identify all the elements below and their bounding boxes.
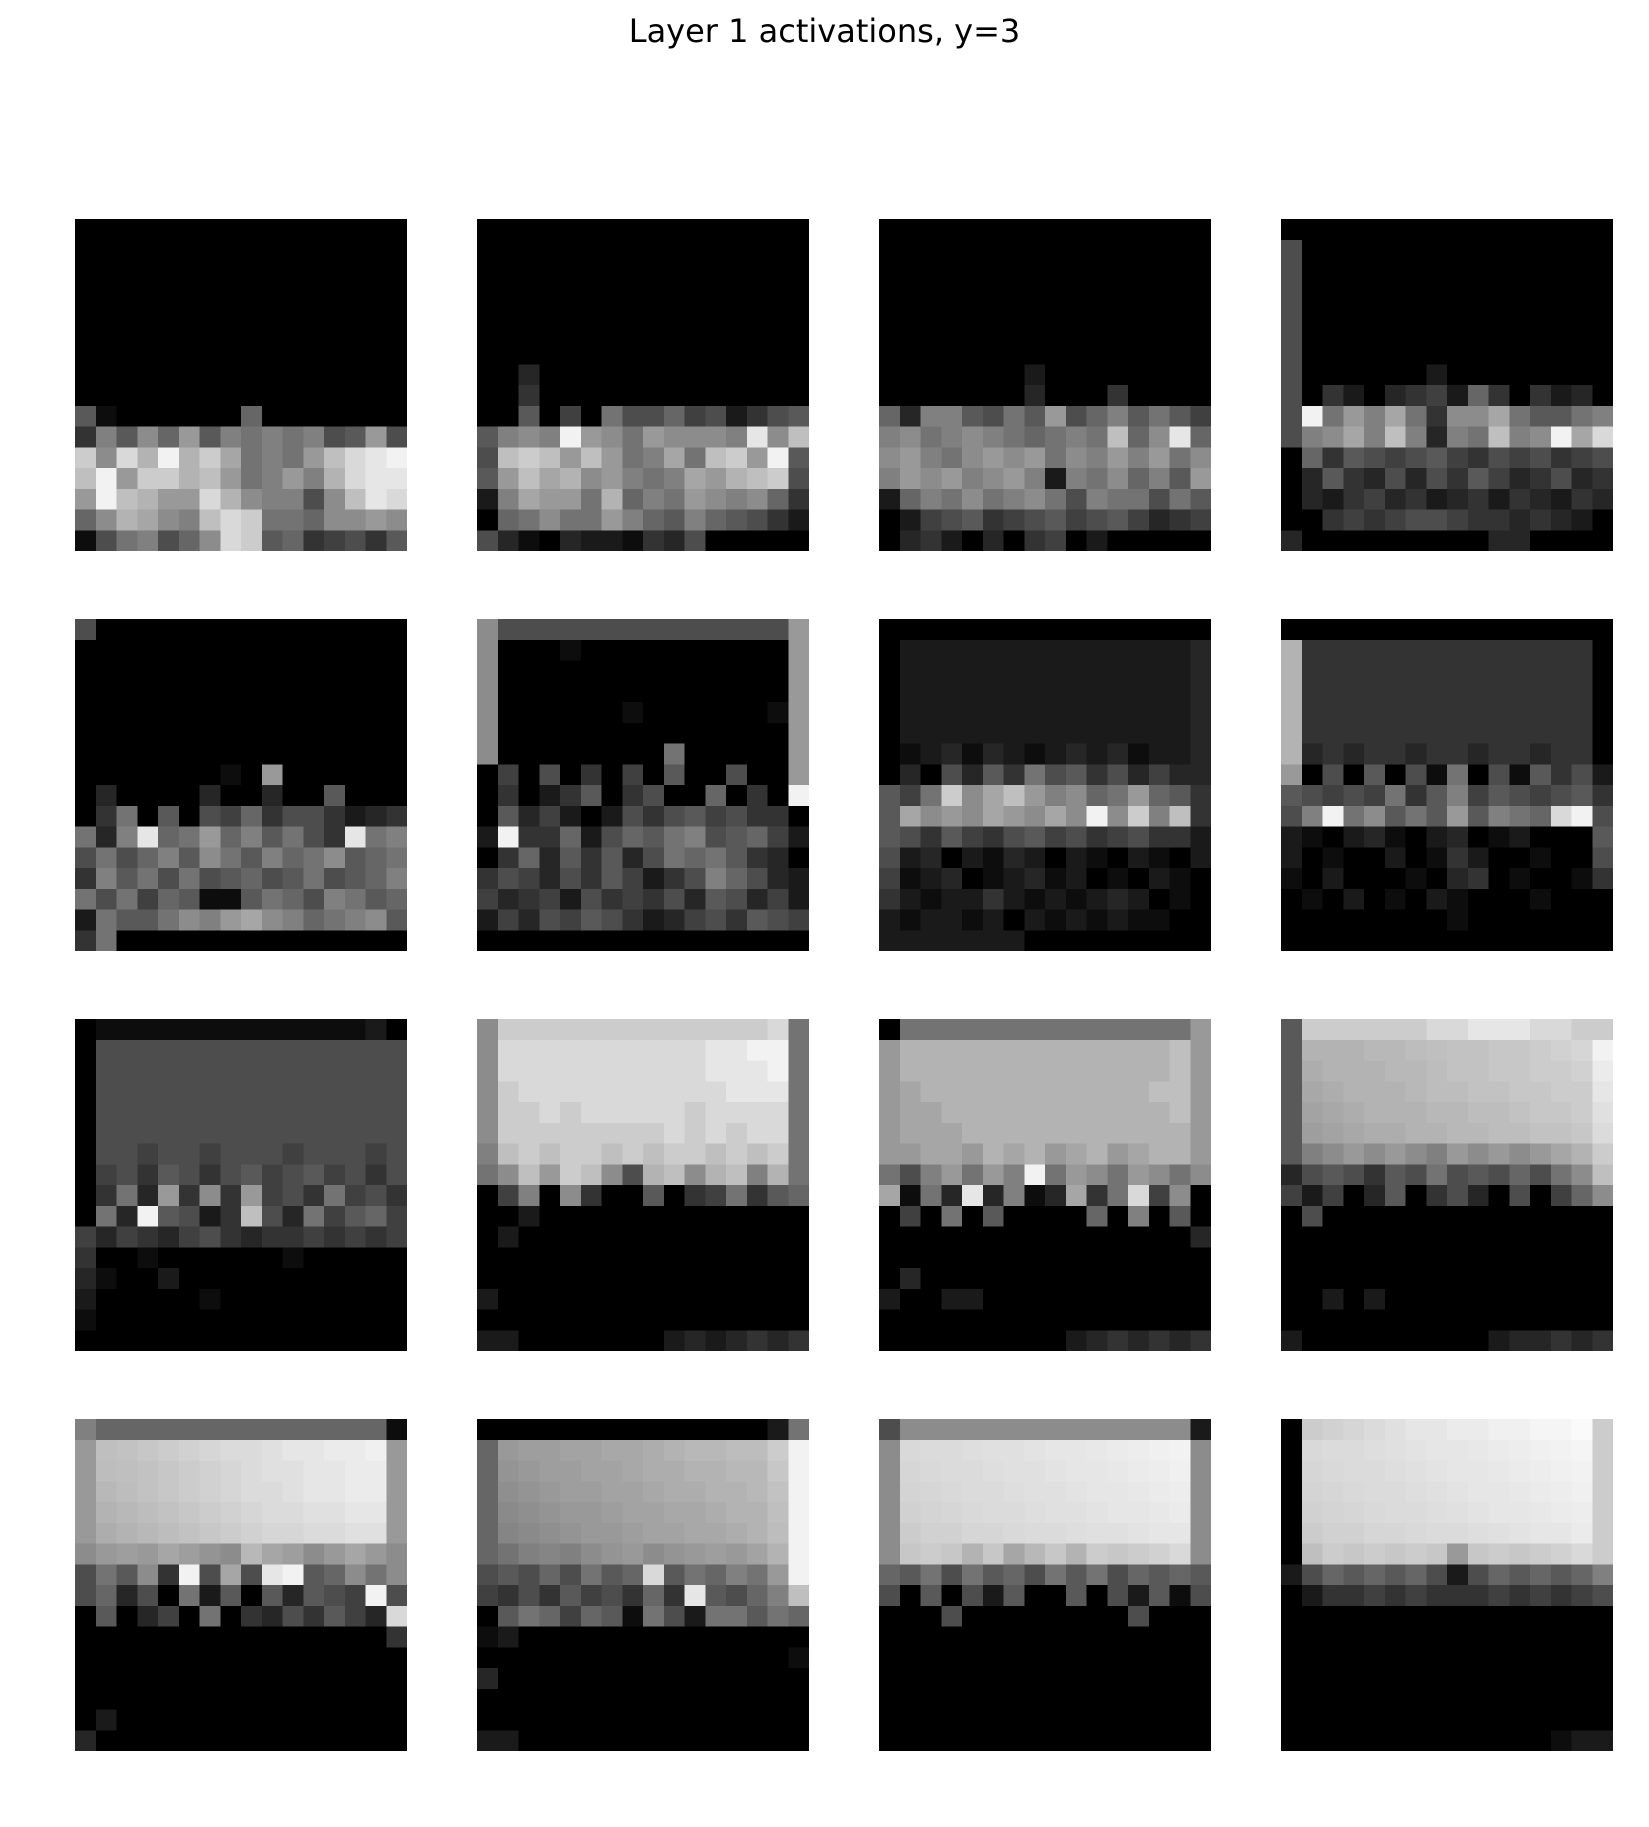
activation-map-image [75, 1419, 407, 1751]
activation-map-image [75, 1019, 407, 1351]
activation-map-image [1281, 1419, 1613, 1751]
activation-map-5 [75, 619, 407, 951]
activation-map-image [75, 619, 407, 951]
activation-map-image [1281, 619, 1613, 951]
activation-map-12 [1281, 1019, 1613, 1351]
activation-map-2 [477, 219, 809, 551]
activation-map-6 [477, 619, 809, 951]
activation-map-14 [477, 1419, 809, 1751]
activation-map-image [879, 1419, 1211, 1751]
activation-map-image [1281, 219, 1613, 551]
activation-map-image [1281, 1019, 1613, 1351]
activation-map-image [879, 219, 1211, 551]
activation-map-9 [75, 1019, 407, 1351]
activation-map-10 [477, 1019, 809, 1351]
activation-map-image [477, 1019, 809, 1351]
activation-map-image [477, 1419, 809, 1751]
activation-map-4 [1281, 219, 1613, 551]
activation-map-8 [1281, 619, 1613, 951]
activation-map-7 [879, 619, 1211, 951]
chart-title: Layer 1 activations, y=3 [0, 12, 1649, 50]
activation-map-15 [879, 1419, 1211, 1751]
activation-map-16 [1281, 1419, 1613, 1751]
activation-map-11 [879, 1019, 1211, 1351]
activation-map-image [75, 219, 407, 551]
activation-map-13 [75, 1419, 407, 1751]
activation-map-image [477, 619, 809, 951]
activation-map-3 [879, 219, 1211, 551]
activation-map-image [879, 619, 1211, 951]
activation-map-image [477, 219, 809, 551]
activation-map-image [879, 1019, 1211, 1351]
activation-map-1 [75, 219, 407, 551]
